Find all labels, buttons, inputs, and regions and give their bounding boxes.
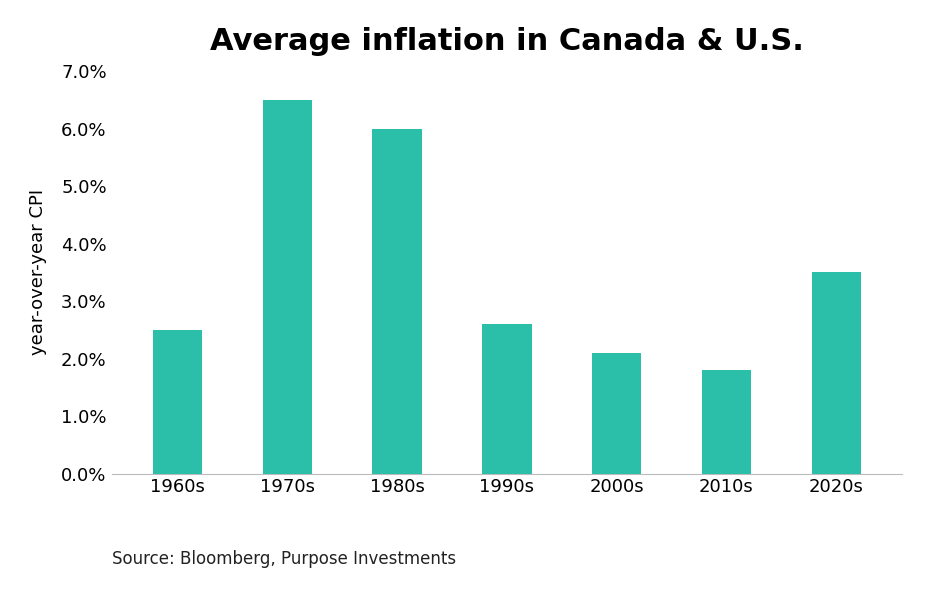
- Bar: [482, 324, 532, 474]
- Text: Source: Bloomberg, Purpose Investments: Source: Bloomberg, Purpose Investments: [112, 551, 456, 568]
- Bar: [702, 370, 751, 474]
- Title: Average inflation in Canada & U.S.: Average inflation in Canada & U.S.: [210, 27, 804, 56]
- Y-axis label: year-over-year CPI: year-over-year CPI: [29, 189, 47, 355]
- Bar: [153, 330, 202, 474]
- Bar: [591, 353, 642, 474]
- Bar: [812, 272, 861, 474]
- Bar: [372, 128, 422, 474]
- Bar: [262, 100, 312, 474]
